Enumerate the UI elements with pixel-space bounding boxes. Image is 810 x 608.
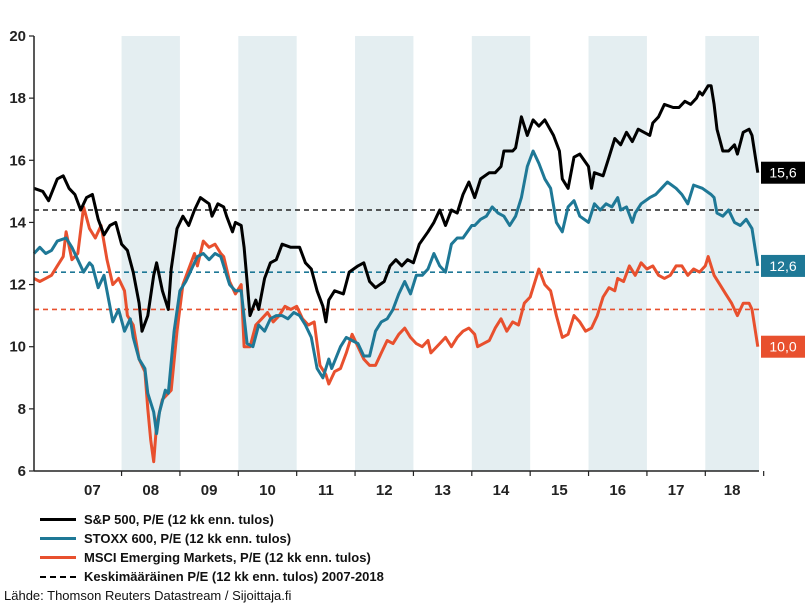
x-tick-label-12: 12 (376, 482, 393, 499)
x-tick-label-15: 15 (551, 482, 568, 499)
legend-swatch-sp500 (40, 518, 76, 521)
sp500-end-label: 15,6 (769, 165, 796, 181)
legend-item-stoxx600: STOXX 600, P/E (12 kk enn. tulos) (40, 529, 384, 548)
axes: 6 8 10 12 14 16 18 20 07 08 09 10 11 12 13 14 15 16 17 18 (9, 28, 765, 499)
legend-swatch-average (40, 575, 76, 578)
legend-swatch-stoxx600 (40, 537, 76, 540)
y-tick-label-14: 14 (9, 214, 26, 231)
legend-label-sp500: S&P 500, P/E (12 kk enn. tulos) (84, 512, 274, 527)
x-tick-label-18: 18 (724, 482, 741, 499)
shade-12 (355, 36, 414, 471)
y-tick-label-16: 16 (9, 152, 26, 169)
y-tick-label-20: 20 (9, 28, 26, 45)
y-tick-label-8: 8 (18, 401, 26, 418)
shade-14 (471, 36, 531, 471)
x-tick-label-08: 08 (142, 482, 159, 499)
msci-em-end-label: 10,0 (769, 339, 796, 355)
sp500-line (33, 84, 760, 333)
x-tick-label-14: 14 (493, 482, 510, 499)
source-note: Lähde: Thomson Reuters Datastream / Sijo… (4, 588, 292, 603)
legend-label-msci-em: MSCI Emerging Markets, P/E (12 kk enn. t… (84, 550, 371, 565)
legend-item-average: Keskimääräinen P/E (12 kk enn. tulos) 20… (40, 567, 384, 586)
stoxx600-line (32, 149, 760, 436)
x-tick-label-17: 17 (668, 482, 685, 499)
y-tick-label-18: 18 (9, 90, 26, 107)
x-tick-label-10: 10 (259, 482, 276, 499)
y-tick-label-12: 12 (9, 277, 26, 294)
stoxx600-end-label-box (761, 254, 805, 277)
shade-16 (588, 36, 647, 471)
legend-item-sp500: S&P 500, P/E (12 kk enn. tulos) (40, 510, 384, 529)
series-lines (32, 84, 760, 464)
x-tick-label-11: 11 (318, 482, 334, 499)
end-labels: 15,6 12,6 10,0 (761, 161, 805, 358)
sp500-end-label-box (761, 161, 805, 184)
legend-label-stoxx600: STOXX 600, P/E (12 kk enn. tulos) (84, 531, 292, 546)
msci-em-end-label-box (761, 335, 805, 358)
x-tick-label-16: 16 (609, 482, 626, 499)
y-tick-label-10: 10 (9, 339, 26, 356)
msci-em-line (33, 205, 760, 464)
x-tick-label-09: 09 (201, 482, 218, 499)
legend-item-msci-em: MSCI Emerging Markets, P/E (12 kk enn. t… (40, 548, 384, 567)
pe-ratio-chart: 6 8 10 12 14 16 18 20 07 08 09 10 11 12 13 14 15 16 17 18 1… (9, 28, 805, 499)
legend-swatch-msci-em (40, 556, 76, 559)
y-tick-label-6: 6 (18, 463, 26, 480)
legend-label-average: Keskimääräinen P/E (12 kk enn. tulos) 20… (84, 569, 384, 584)
x-tick-label-13: 13 (434, 482, 451, 499)
stoxx600-end-label: 12,6 (769, 258, 796, 274)
shade-10 (238, 36, 297, 471)
legend: S&P 500, P/E (12 kk enn. tulos) STOXX 60… (40, 510, 384, 586)
shaded-years (121, 36, 759, 471)
x-tick-label-07: 07 (84, 482, 101, 499)
